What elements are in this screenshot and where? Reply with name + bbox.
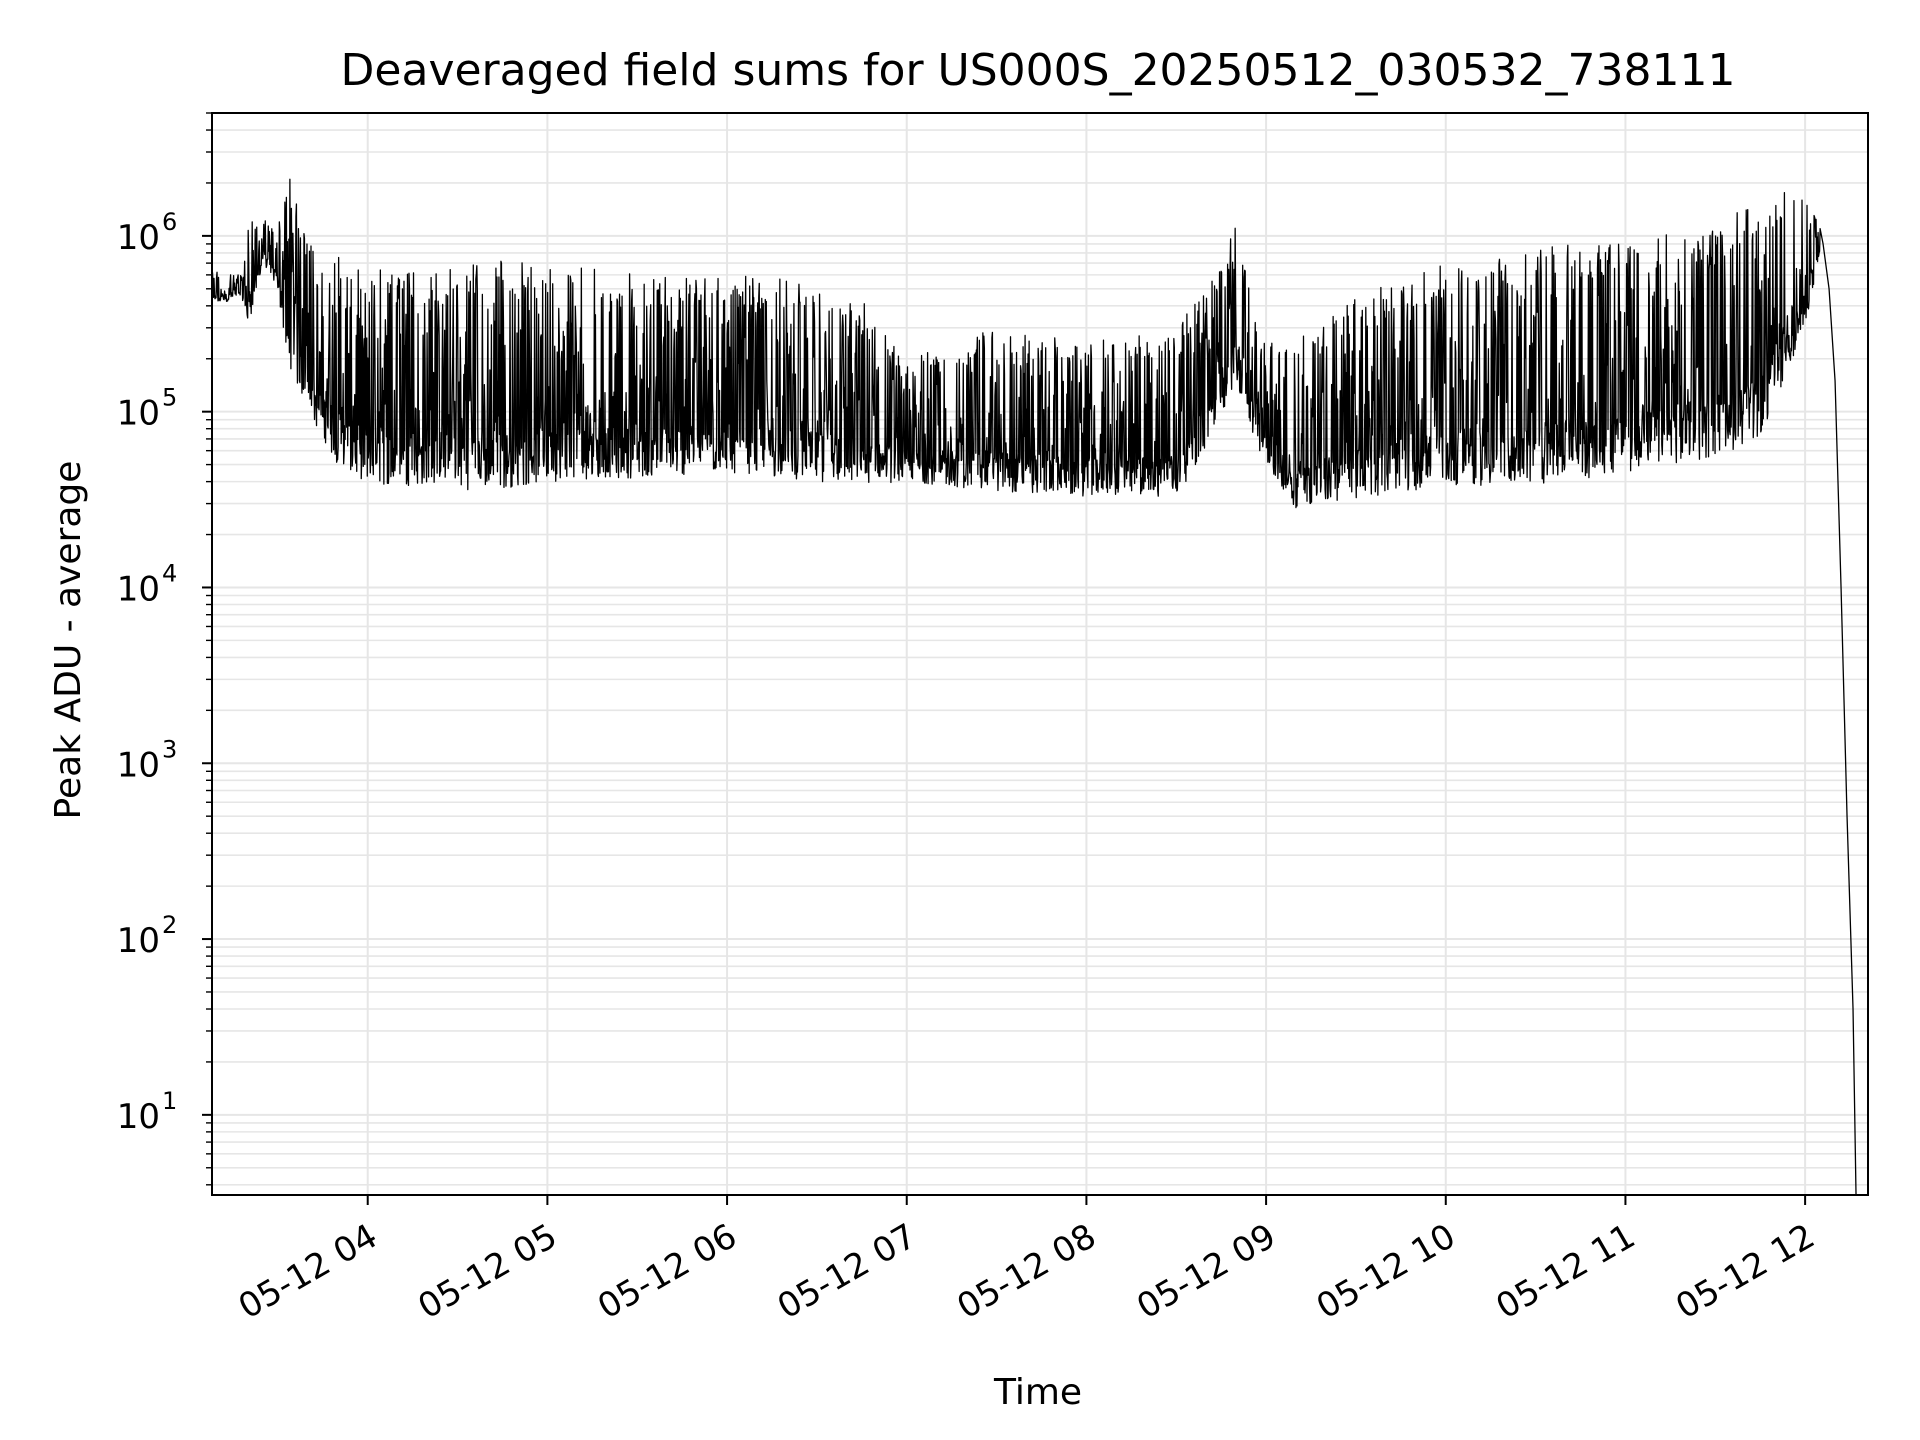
y-tick-label: 10 [117,218,160,258]
x-tick-label: 05-12 12 [1669,1216,1821,1327]
plot-area [211,178,1857,1196]
y-tick-label: 10 [117,569,160,609]
x-tick-label: 05-12 06 [591,1216,743,1327]
x-axis-label: Time [993,1372,1082,1413]
x-tick-label: 05-12 08 [951,1216,1103,1327]
x-tick-label: 05-12 09 [1130,1216,1282,1327]
x-tick-label: 05-12 05 [411,1216,563,1327]
series-line [211,178,1857,1196]
y-tick-label: 10 [117,394,160,434]
y-tick-exponent: 5 [162,384,177,412]
y-tick-exponent: 6 [162,208,177,236]
x-tick-label: 05-12 04 [232,1216,384,1327]
x-tick-label: 05-12 07 [771,1216,923,1327]
x-tick-label: 05-12 10 [1310,1216,1462,1327]
y-tick-exponent: 2 [162,911,177,939]
y-tick-label: 10 [117,1097,160,1137]
chart-title: Deaveraged field sums for US000S_2025051… [341,45,1736,96]
y-tick-exponent: 4 [162,559,177,587]
plot-frame [211,112,1869,1196]
y-tick-label: 10 [117,745,160,785]
x-tick-label: 05-12 11 [1490,1216,1642,1327]
x-axis: 05-12 04 05-12 05 05-12 06 05-12 07 05-12 08… [232,1195,1822,1327]
y-tick-exponent: 3 [162,735,177,763]
y-axis-label: Peak ADU - average [48,461,89,820]
y-tick-exponent: 1 [162,1087,177,1115]
grid-lines [212,112,1868,1195]
y-tick-label: 10 [117,921,160,961]
